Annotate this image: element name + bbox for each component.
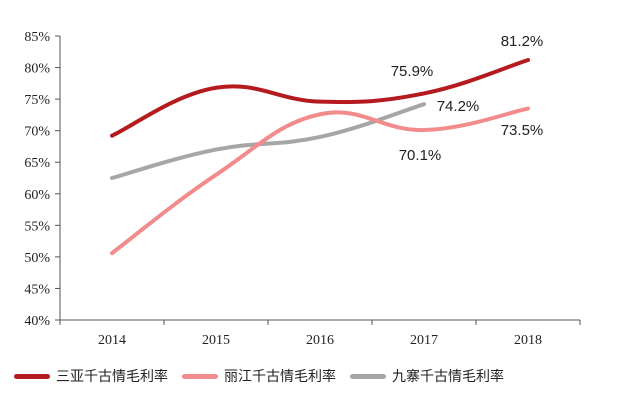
legend-label-sanya: 三亚千古情毛利率 xyxy=(56,369,168,385)
x-axis: 2014 2015 2016 2017 2018 xyxy=(59,319,581,348)
legend-label-lijiang: 丽江千古情毛利率 xyxy=(224,369,336,385)
y-tick-label: 60% xyxy=(24,188,50,203)
x-tick-label: 2017 xyxy=(410,333,438,348)
legend-item-sanya: 三亚千古情毛利率 xyxy=(14,366,168,386)
series-line-lijiang xyxy=(110,106,530,256)
y-axis: 40% 45% 50% 55% 60% 65% 70% 75% 80% 85% xyxy=(24,30,61,329)
annotation-sanya-2017: 75.9% xyxy=(391,63,434,80)
legend-swatch-sanya xyxy=(14,373,50,379)
x-tick-label: 2018 xyxy=(514,333,542,348)
annotation-lijiang-2018: 73.5% xyxy=(501,122,544,139)
y-tick-label: 50% xyxy=(24,251,50,266)
y-tick-label: 85% xyxy=(24,30,50,45)
x-tick-label: 2014 xyxy=(98,333,126,348)
line-chart: 40%45%50%55%60%65%70%75%80%85% 2014 2015 2… xyxy=(24,30,581,348)
legend-swatch-jiuzhai xyxy=(350,373,386,379)
y-tick-label: 65% xyxy=(24,156,50,171)
y-tick-label: 55% xyxy=(24,219,50,234)
y-tick-label: 80% xyxy=(24,62,50,77)
legend-item-lijiang: 丽江千古情毛利率 xyxy=(182,366,336,386)
annotation-sanya-2018: 81.2% xyxy=(501,33,544,50)
annotation-jiuzhai-2017: 74.2% xyxy=(437,98,480,115)
legend: 三亚千古情毛利率 丽江千古情毛利率 九寨千古情毛利率 xyxy=(14,366,518,386)
y-tick-label: 45% xyxy=(24,282,50,297)
legend-item-jiuzhai: 九寨千古情毛利率 xyxy=(350,366,504,386)
x-tick-label: 2016 xyxy=(306,333,334,348)
legend-label-jiuzhai: 九寨千古情毛利率 xyxy=(392,369,504,385)
x-tick-label: 2015 xyxy=(202,333,230,348)
y-tick-label: 40% xyxy=(24,314,50,329)
legend-swatch-lijiang xyxy=(182,373,218,379)
y-tick-label: 75% xyxy=(24,93,50,108)
annotation-lijiang-2017: 70.1% xyxy=(399,147,442,164)
series-line-sanya xyxy=(110,57,530,138)
series-line-jiuzhai xyxy=(110,102,426,180)
y-tick-label: 70% xyxy=(24,125,50,140)
